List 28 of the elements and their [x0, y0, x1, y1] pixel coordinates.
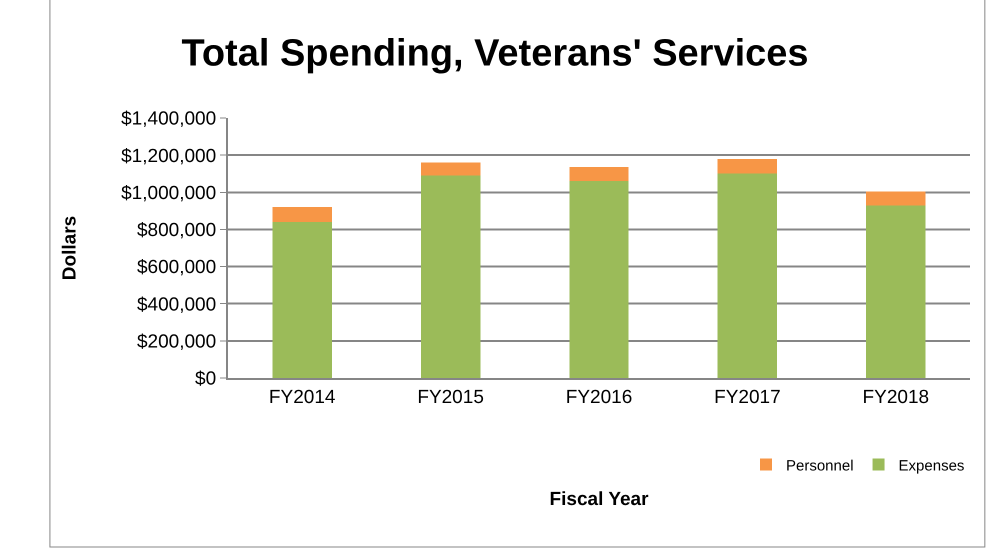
y-tick-label: $1,400,000: [121, 108, 216, 130]
legend-label: Expenses: [898, 457, 964, 474]
bar: [420, 162, 480, 176]
y-axis-title: Dollars: [59, 216, 80, 280]
y-tick-label: $0: [195, 368, 216, 390]
bar: [272, 222, 332, 378]
y-tick-label: $600,000: [136, 257, 216, 278]
chart-title: Total Spending, Veterans' Services: [181, 32, 809, 75]
x-tick-label: FY2018: [862, 386, 930, 408]
legend-label: Personnel: [786, 457, 854, 474]
bar: [718, 174, 778, 378]
bar: [866, 205, 926, 378]
y-tick-label: $400,000: [136, 294, 216, 316]
x-tick-label: FY2015: [417, 386, 484, 408]
bar: [272, 207, 332, 222]
y-tick-label: $1,000,000: [121, 182, 216, 204]
bar: [866, 191, 926, 206]
x-tick-label: FY2017: [714, 386, 781, 408]
y-tick-label: $200,000: [136, 332, 216, 353]
bar: [569, 181, 629, 378]
y-tick-label: $800,000: [136, 220, 216, 242]
x-tick-label: FY2014: [268, 386, 336, 408]
x-tick-label: FY2016: [566, 386, 632, 408]
bar: [420, 176, 480, 378]
x-axis-title: Fiscal Year: [550, 489, 650, 510]
bar: [718, 158, 778, 174]
y-tick-label: $1,200,000: [121, 146, 216, 167]
bar: [569, 167, 629, 182]
